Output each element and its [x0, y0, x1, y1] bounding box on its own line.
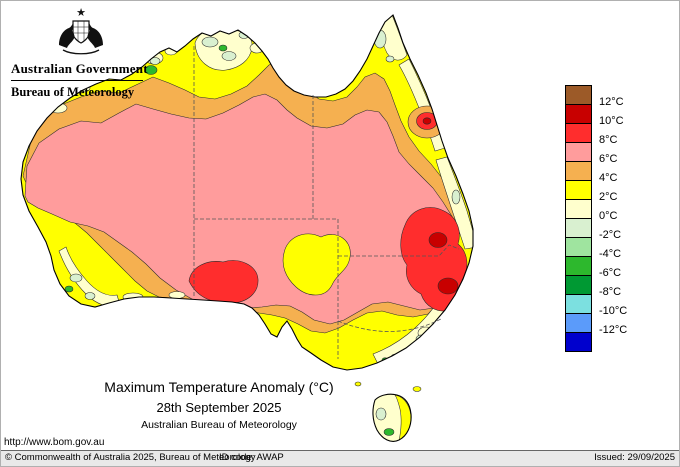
legend-label: 0°C — [599, 210, 618, 222]
crest-kangaroo-icon — [59, 23, 75, 48]
map-date: 28th September 2025 — [156, 400, 282, 415]
regions-green-spots — [64, 44, 389, 363]
pale-green-top-end-1 — [201, 36, 219, 48]
mainland-coastline — [20, 14, 474, 371]
legend-label: -2°C — [599, 229, 622, 241]
pale-green-se-2 — [390, 353, 402, 361]
crest-shield-quarters — [73, 21, 89, 41]
crest-emu-icon — [87, 22, 103, 48]
region-dark-red-qld-2 — [437, 277, 459, 295]
legend-color-box — [565, 199, 592, 219]
bureau-title: Bureau of Meteorology — [11, 85, 135, 99]
pale-green-top-end-2 — [221, 51, 237, 61]
legend-color-box — [565, 275, 592, 295]
pale-green-cape-york-2 — [385, 55, 395, 63]
green-sw-tip — [64, 285, 74, 293]
legend-color-box — [565, 313, 592, 333]
legend: 12°C 10°C 8°C 6°C 4°C 2°C 0°C -2°C -4°C -6°C -8°C -… — [565, 85, 675, 375]
state-borders — [193, 46, 460, 359]
green-kimberley — [144, 65, 158, 75]
flinders-island — [412, 386, 422, 392]
legend-label: -4°C — [599, 248, 622, 260]
legend-label: -12°C — [599, 324, 628, 336]
crest-shield-icon — [72, 20, 90, 44]
border-nsw-vic — [337, 318, 442, 332]
region-nw-coast-cream — [48, 102, 68, 114]
header: ★ Australian Government Bureau of Meteor… — [11, 5, 151, 100]
footer-bar: © Commonwealth of Australia 2025, Bureau… — [1, 450, 679, 466]
crest-scroll-icon — [62, 49, 100, 55]
legend-color-box — [565, 256, 592, 276]
pale-green-ne-coast — [451, 189, 461, 205]
gov-title: Australian Government — [11, 61, 148, 76]
bom-url: http://www.bom.gov.au — [4, 437, 105, 448]
pale-green-sw-2 — [84, 292, 96, 300]
pale-green-sw-1 — [69, 273, 83, 283]
legend-label: -10°C — [599, 305, 628, 317]
legend-color-box — [565, 332, 592, 352]
crest-star-icon: ★ — [76, 7, 86, 19]
legend-label: 10°C — [599, 115, 624, 127]
region-dark-red-qld-1 — [428, 232, 448, 248]
region-bight-cream — [168, 291, 186, 299]
region-tas-pale-green — [375, 407, 387, 421]
legend-color-box — [565, 180, 592, 200]
legend-label: 8°C — [599, 134, 618, 146]
legend-color-box — [565, 218, 592, 238]
legend-color-box — [565, 85, 592, 105]
footer-id-code: ID code: AWAP — [219, 452, 284, 463]
region-tas-green-south — [383, 428, 395, 436]
tasmania-coastline — [372, 393, 412, 442]
legend-label: 2°C — [599, 191, 618, 203]
footer-issued: Issued: 29/09/2025 — [594, 452, 675, 463]
pale-green-top-end-3 — [238, 31, 250, 39]
legend-label: -6°C — [599, 267, 622, 279]
legend-label: 4°C — [599, 172, 618, 184]
green-top-end — [218, 44, 228, 52]
legend-color-box — [565, 142, 592, 162]
border-qld-nsw — [338, 244, 460, 257]
region-dark-red-north-qld — [422, 117, 432, 125]
legend-color-box — [565, 237, 592, 257]
map-title: Maximum Temperature Anomaly (°C) — [104, 379, 334, 395]
king-island — [354, 381, 362, 387]
legend-label: 6°C — [599, 153, 618, 165]
pale-green-kimberley — [149, 57, 161, 65]
legend-color-box — [565, 123, 592, 143]
region-yellow-central — [282, 233, 351, 296]
legend-label: 12°C — [599, 96, 624, 108]
coat-of-arms-icon: ★ — [59, 7, 103, 55]
legend-color-box — [565, 294, 592, 314]
legend-label: -8°C — [599, 286, 622, 298]
legend-color-box — [565, 161, 592, 181]
map-captions: Maximum Temperature Anomaly (°C) 28th Se… — [39, 379, 399, 431]
legend-color-box — [565, 104, 592, 124]
header-rule — [11, 80, 143, 81]
footer-copyright: © Commonwealth of Australia 2025, Bureau… — [5, 452, 256, 463]
map-org: Australian Bureau of Meteorology — [141, 419, 297, 431]
